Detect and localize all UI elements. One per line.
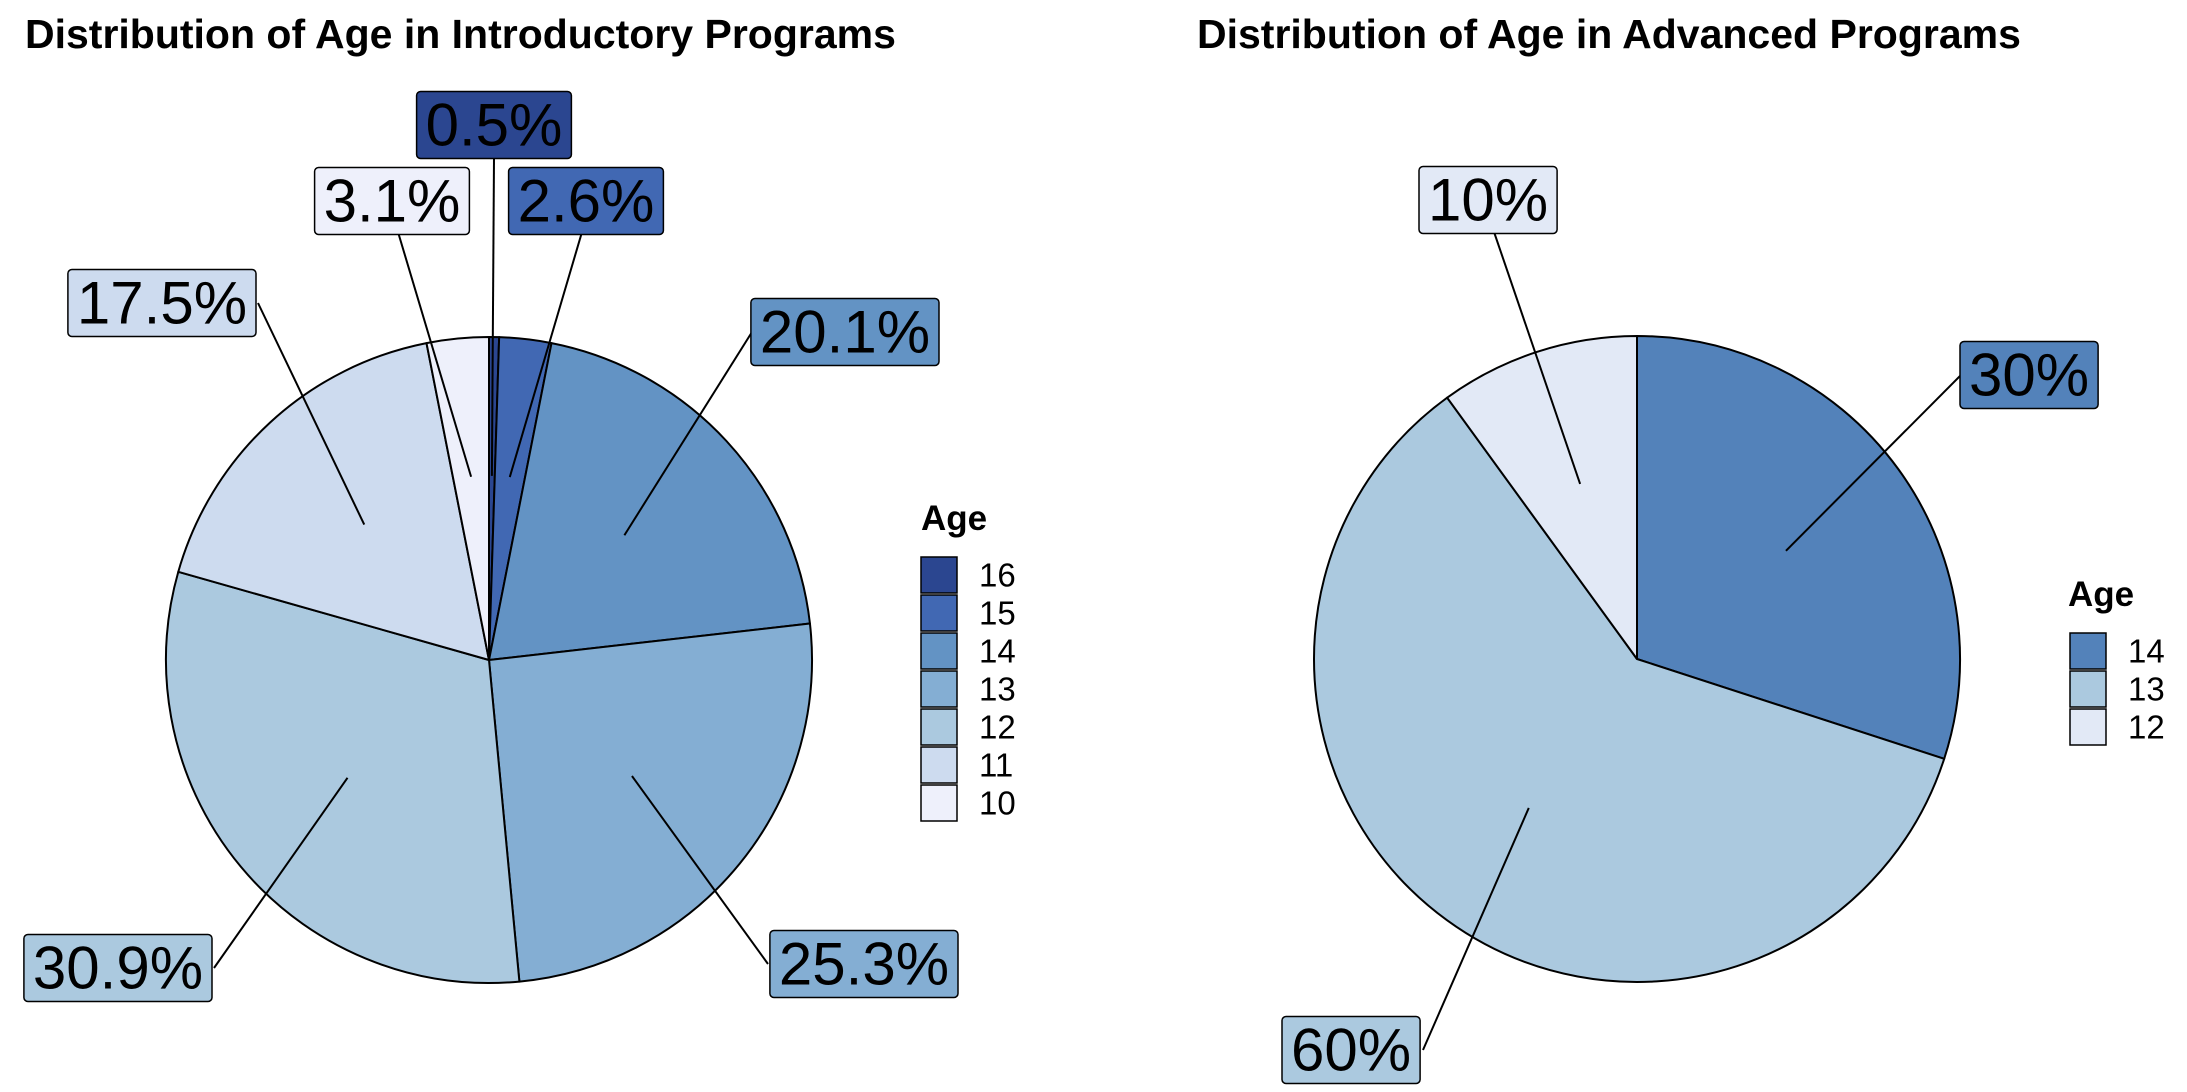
intro-legend-label: 11: [979, 747, 1013, 784]
intro-legend-swatch: [920, 708, 958, 746]
intro-percent-label-age-15: 2.6%: [507, 166, 665, 236]
intro-percent-label-age-10: 3.1%: [313, 166, 471, 236]
advanced-legend-item-age-14: 14: [2069, 632, 2165, 670]
intro-leader-line-age-10: [397, 231, 473, 478]
advanced-chart: Distribution of Age in Advanced Programs…: [1197, 11, 2165, 1085]
advanced-leader-line-age-13: [1422, 807, 1530, 1051]
intro-leader-line-age-14: [623, 331, 753, 536]
advanced-legend-item-age-13: 13: [2069, 670, 2165, 708]
intro-leader-line-age-12: [213, 777, 349, 969]
advanced-percent-label-box: [1418, 165, 1558, 235]
intro-legend-item-age-11: 11: [920, 746, 1013, 784]
advanced-percent-label-age-14: 30%: [1959, 340, 2099, 410]
intro-legend-swatch: [920, 784, 958, 822]
intro-legend-item-age-13: 13: [920, 670, 1016, 708]
intro-legend-item-age-15: 15: [920, 594, 1016, 632]
intro-percent-label-text: 30.9%: [33, 935, 203, 1002]
intro-legend-item-age-12: 12: [920, 708, 1016, 746]
intro-legend-swatch: [920, 670, 958, 708]
advanced-leader-line-age-14: [1785, 374, 1962, 552]
advanced-percent-label-text: 10%: [1428, 167, 1548, 234]
intro-percent-label-box: [507, 166, 665, 236]
advanced-leaders: [1422, 228, 1962, 1051]
intro-slice-age-12: [165, 570, 521, 985]
advanced-slices: [1313, 335, 1961, 983]
intro-percent-label-box: [769, 929, 959, 999]
advanced-percent-label-age-13: 60%: [1281, 1015, 1421, 1085]
intro-legend-swatch: [920, 594, 958, 632]
intro-legend-label: 12: [979, 709, 1016, 746]
advanced-slice-age-14: [1636, 335, 1961, 760]
advanced-legend-label: 12: [2128, 709, 2165, 746]
intro-percent-label-text: 20.1%: [760, 299, 930, 366]
intro-percent-label-box: [313, 166, 471, 236]
intro-percent-label-text: 17.5%: [77, 270, 247, 337]
intro-slice-age-11: [177, 342, 490, 661]
advanced-labels: 30% 60% 10%: [1281, 165, 2099, 1085]
intro-slices: [165, 336, 813, 985]
advanced-legend-item-age-12: 12: [2069, 708, 2165, 746]
intro-leader-line-age-13: [631, 775, 769, 965]
intro-labels: 0.5% 2.6% 20.1% 25.3% 30.9% 17.5% 3.1%: [23, 90, 959, 1003]
intro-legend-label: 13: [979, 671, 1016, 708]
intro-leaders: [213, 157, 769, 969]
intro-slice-age-10: [425, 336, 490, 661]
intro-legend-label: 15: [979, 595, 1016, 632]
intro-percent-label-box: [415, 90, 573, 160]
intro-percent-label-box: [750, 297, 940, 367]
advanced-legend-label: 14: [2128, 633, 2165, 670]
intro-legend-title: Age: [921, 499, 987, 538]
intro-legend-label: 10: [979, 785, 1016, 822]
intro-percent-label-text: 0.5%: [426, 92, 563, 159]
intro-legend-item-age-14: 14: [920, 632, 1016, 670]
intro-chart: Distribution of Age in Introductory Prog…: [23, 11, 1016, 1003]
intro-percent-label-text: 3.1%: [324, 168, 461, 235]
advanced-legend-swatch: [2069, 632, 2107, 670]
intro-leader-line-age-15: [508, 231, 583, 478]
intro-percent-label-text: 25.3%: [779, 931, 949, 998]
intro-leader-line-age-11: [257, 302, 366, 526]
intro-percent-label-text: 2.6%: [518, 168, 655, 235]
intro-percent-label-box: [23, 933, 213, 1003]
advanced-percent-label-box: [1959, 340, 2099, 410]
advanced-chart-title: Distribution of Age in Advanced Programs: [1197, 11, 2021, 57]
intro-percent-label-age-13: 25.3%: [769, 929, 959, 999]
advanced-legend-title: Age: [2068, 575, 2134, 614]
advanced-percent-label-age-12: 10%: [1418, 165, 1558, 235]
intro-legend-swatch: [920, 746, 958, 784]
intro-chart-title: Distribution of Age in Introductory Prog…: [25, 11, 896, 57]
advanced-legend-swatch: [2069, 708, 2107, 746]
intro-legend-label: 16: [979, 557, 1016, 594]
advanced-percent-label-text: 60%: [1291, 1017, 1411, 1084]
intro-leader-line-age-16: [490, 157, 495, 476]
advanced-percent-label-box: [1281, 1015, 1421, 1085]
intro-percent-label-age-16: 0.5%: [415, 90, 573, 160]
advanced-leader-line-age-12: [1492, 228, 1582, 485]
advanced-slice-age-13: [1313, 396, 1946, 983]
intro-legend-label: 14: [979, 633, 1016, 670]
intro-legend-swatch: [920, 556, 958, 594]
advanced-legend-swatch: [2069, 670, 2107, 708]
intro-percent-label-age-14: 20.1%: [750, 297, 940, 367]
intro-legend-item-age-10: 10: [920, 784, 1016, 822]
intro-percent-label-age-12: 30.9%: [23, 933, 213, 1003]
intro-slice-age-14: [488, 342, 811, 661]
intro-percent-label-age-11: 17.5%: [67, 268, 257, 338]
advanced-legend-label: 13: [2128, 671, 2165, 708]
intro-percent-label-box: [67, 268, 257, 338]
intro-legend-item-age-16: 16: [920, 556, 1016, 594]
advanced-percent-label-text: 30%: [1969, 342, 2089, 409]
advanced-slice-age-12: [1446, 335, 1638, 660]
intro-legend-swatch: [920, 632, 958, 670]
